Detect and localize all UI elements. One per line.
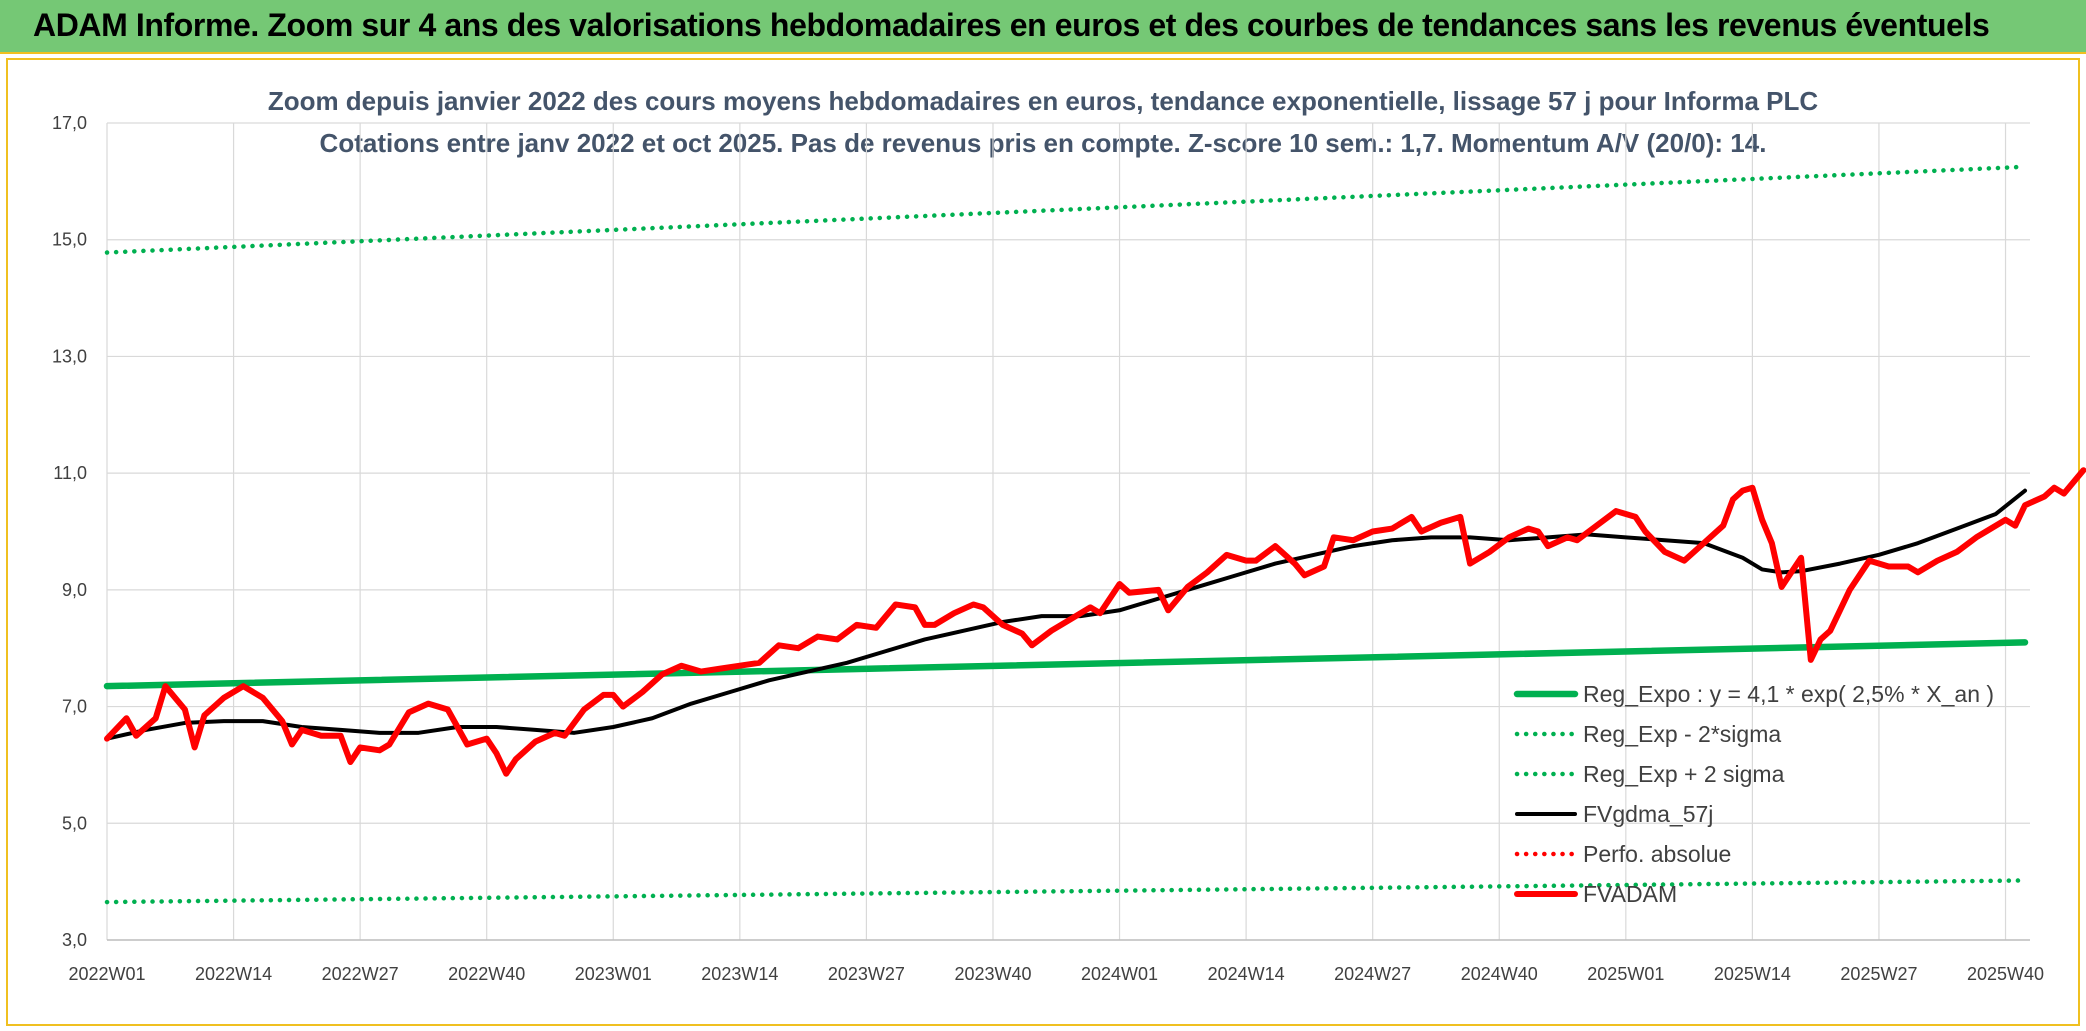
x-tick-label: 2023W40 xyxy=(954,964,1031,984)
legend-label: Perfo. absolue xyxy=(1583,841,1731,867)
x-tick-label: 2024W01 xyxy=(1081,964,1158,984)
x-tick-label: 2023W14 xyxy=(701,964,778,984)
x-tick-label: 2022W40 xyxy=(448,964,525,984)
x-tick-label: 2025W40 xyxy=(1967,964,2044,984)
legend: Reg_Expo : y = 4,1 * exp( 2,5% * X_an ) R… xyxy=(1513,681,1994,907)
y-tick-label: 7,0 xyxy=(62,697,87,717)
y-tick-label: 15,0 xyxy=(52,230,87,250)
x-axis: 2022W01 2022W14 2022W27 2022W40 2023W01 2023W… xyxy=(68,939,2044,984)
series-line-0 xyxy=(103,639,2029,690)
x-tick-label: 2022W14 xyxy=(195,964,272,984)
legend-label: Reg_Expo : y = 4,1 * exp( 2,5% * X_an ) xyxy=(1583,681,1994,707)
report-title: ADAM Informe. Zoom sur 4 ans des valoris… xyxy=(33,7,1990,43)
x-tick-label: 2023W01 xyxy=(575,964,652,984)
grid xyxy=(106,122,2030,941)
y-tick-label: 11,0 xyxy=(53,463,87,483)
y-tick-label: 9,0 xyxy=(62,580,87,600)
legend-label: FVgdma_57j xyxy=(1583,801,1713,827)
x-tick-label: 2022W01 xyxy=(68,964,145,984)
x-tick-label: 2025W14 xyxy=(1714,964,1791,984)
series-line-1 xyxy=(104,878,2028,905)
y-tick-label: 5,0 xyxy=(62,813,87,833)
x-tick-label: 2024W40 xyxy=(1461,964,1538,984)
series-line-5 xyxy=(104,467,2086,777)
series-line-2 xyxy=(104,164,2028,255)
chart-title-line1: Zoom depuis janvier 2022 des cours moyen… xyxy=(268,86,1819,116)
y-tick-label: 3,0 xyxy=(62,930,87,950)
x-tick-label: 2024W27 xyxy=(1334,964,1411,984)
title-banner: ADAM Informe. Zoom sur 4 ans des valoris… xyxy=(0,0,2086,54)
x-tick-label: 2023W27 xyxy=(828,964,905,984)
x-tick-label: 2022W27 xyxy=(322,964,399,984)
x-tick-label: 2024W14 xyxy=(1208,964,1285,984)
x-tick-label: 2025W27 xyxy=(1840,964,1917,984)
legend-label: Reg_Exp - 2*sigma xyxy=(1583,721,1781,747)
x-tick-label: 2025W01 xyxy=(1587,964,1664,984)
legend-label: FVADAM xyxy=(1583,881,1677,907)
y-tick-label: 13,0 xyxy=(52,346,87,366)
chart-title-line2: Cotations entre janv 2022 et oct 2025. P… xyxy=(320,128,1767,158)
legend-label: Reg_Exp + 2 sigma xyxy=(1583,761,1785,787)
y-tick-label: 17,0 xyxy=(52,113,87,133)
series-lines xyxy=(103,164,2086,905)
chart-frame xyxy=(6,58,2080,1026)
y-axis: 3,0 5,0 7,0 9,0 11,0 13,0 15,0 17,0 xyxy=(52,113,87,950)
